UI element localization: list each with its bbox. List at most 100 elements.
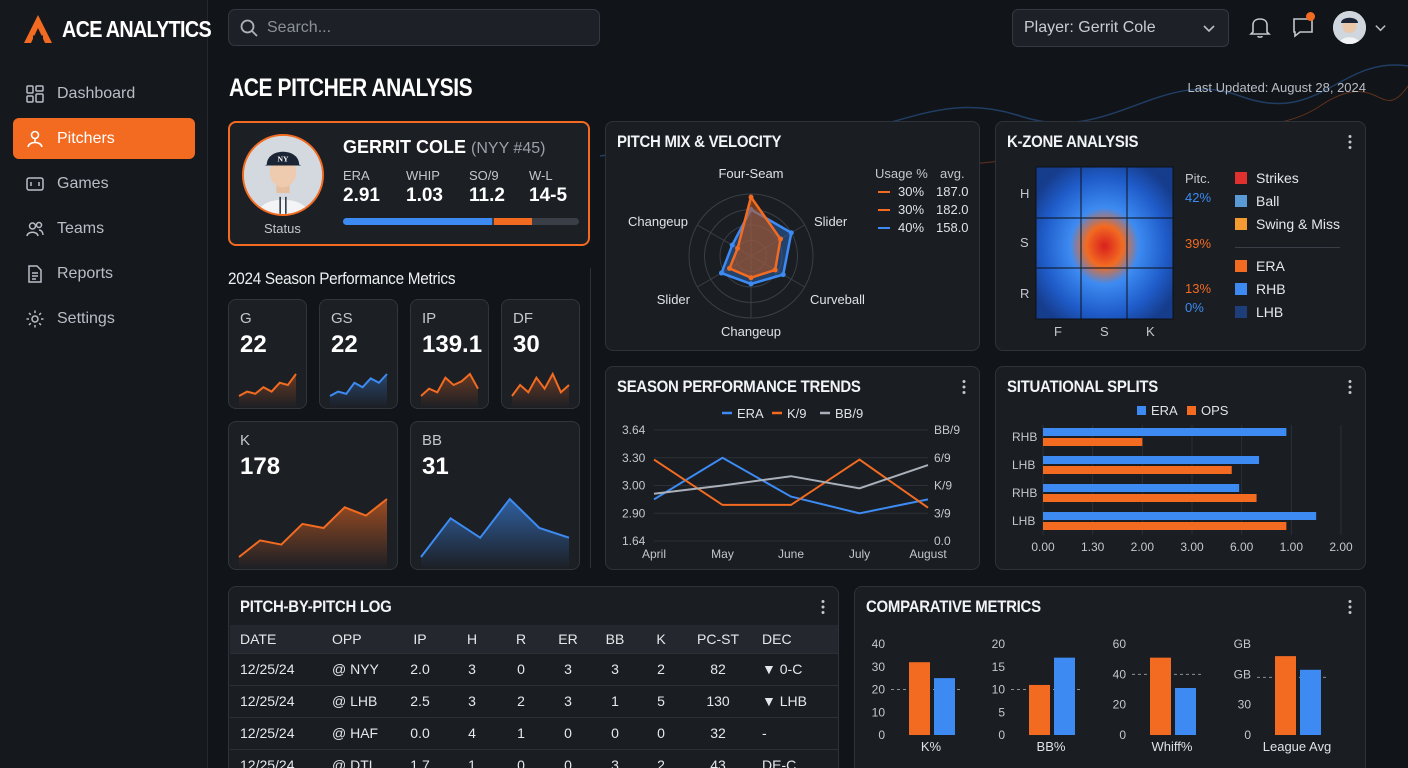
table-row[interactable]: 12/25/24 @ NYY 2.0 3 0 3 3 2 82 ▼ 0-C bbox=[230, 652, 838, 685]
stat-tile-k[interactable]: K 178 bbox=[228, 421, 398, 570]
table-cell: 5 bbox=[638, 684, 684, 717]
x-tick: 3.00 bbox=[1180, 540, 1204, 554]
heatmap-grid bbox=[1035, 166, 1174, 320]
table-cell: @ NYY bbox=[322, 652, 394, 685]
message-icon[interactable] bbox=[1290, 14, 1316, 40]
usage-value: 40% bbox=[898, 220, 925, 235]
sidebar-item-pitchers[interactable]: Pitchers bbox=[13, 118, 195, 159]
y-tick: 0 bbox=[1244, 728, 1251, 742]
table-cell: 82 bbox=[684, 652, 752, 685]
player-photo-icon: NY bbox=[244, 136, 322, 214]
stat-value: 14-5 bbox=[529, 185, 568, 206]
user-avatar[interactable] bbox=[1333, 11, 1366, 44]
column-header[interactable]: BB bbox=[592, 625, 638, 653]
radar-axis-label: Slider bbox=[657, 292, 691, 307]
chevron-down-icon[interactable] bbox=[1374, 21, 1387, 34]
y-tick: 0 bbox=[1119, 728, 1126, 742]
y-tick: LHB bbox=[1012, 458, 1035, 472]
x-tick: May bbox=[711, 547, 734, 561]
table-row[interactable]: 12/25/24 @ DTL 1.7 1 0 0 3 2 43 DE-C bbox=[230, 748, 838, 768]
column-header[interactable]: PC-ST bbox=[684, 625, 752, 653]
sidebar-item-reports[interactable]: Reports bbox=[13, 253, 195, 294]
search-bar bbox=[228, 9, 600, 46]
progress-fill-blue bbox=[343, 218, 492, 225]
table-cell: 0 bbox=[638, 716, 684, 749]
y-tick-left: 2.90 bbox=[622, 506, 646, 520]
player-stats: ERA 2.91 WHIP 1.03 SO/9 11.2 W-L 14-5 bbox=[343, 168, 589, 207]
y-tick-left: 3.00 bbox=[622, 479, 646, 493]
table-cell: 3 bbox=[592, 748, 638, 768]
kebab-menu-icon[interactable] bbox=[1347, 379, 1353, 395]
sidebar-item-dashboard[interactable]: Dashboard bbox=[13, 73, 195, 114]
column-header[interactable]: DEC bbox=[752, 625, 838, 653]
table-cell: 0 bbox=[544, 716, 592, 749]
table-cell: 0 bbox=[592, 716, 638, 749]
table-cell: 32 bbox=[684, 716, 752, 749]
x-label: League Avg bbox=[1263, 739, 1331, 754]
player-progress-bar bbox=[343, 218, 579, 225]
kebab-menu-icon[interactable] bbox=[1347, 134, 1353, 150]
radar-axis-label: Slider bbox=[814, 214, 848, 229]
column-header[interactable]: DATE bbox=[230, 625, 322, 653]
sparkline-line bbox=[420, 372, 479, 397]
sidebar-item-games[interactable]: Games bbox=[13, 163, 195, 204]
sparkline-area bbox=[421, 499, 569, 569]
legend-swatch bbox=[1235, 172, 1247, 184]
column-header[interactable]: H bbox=[446, 625, 498, 653]
y-tick-right: 3/9 bbox=[934, 506, 951, 520]
x-label: Whiff% bbox=[1152, 739, 1193, 754]
table-row[interactable]: 12/25/24 @ LHB 2.5 3 2 3 1 5 130 ▼ LHB bbox=[230, 684, 838, 717]
kebab-menu-icon[interactable] bbox=[1347, 599, 1353, 615]
kzone-row-label: S bbox=[1020, 235, 1029, 250]
legend-label: OPS bbox=[1201, 403, 1229, 418]
x-tick: 1.00 bbox=[1280, 540, 1304, 554]
y-tick: LHB bbox=[1012, 514, 1035, 528]
legend-label: ERA bbox=[1151, 403, 1178, 418]
tile-value: 30 bbox=[513, 331, 540, 358]
column-header[interactable]: K bbox=[638, 625, 684, 653]
stat-tile-gs[interactable]: GS 22 bbox=[319, 299, 398, 409]
table-cell: 2 bbox=[638, 748, 684, 768]
kebab-menu-icon[interactable] bbox=[820, 599, 826, 615]
pitch-mix-radar: Four-Seam Slider Curveball Changeup Slider Ch… bbox=[628, 166, 865, 339]
column-header[interactable]: IP bbox=[394, 625, 446, 653]
y-tick: 30 bbox=[1238, 698, 1252, 712]
table-cell: 130 bbox=[684, 684, 752, 717]
stat-tile-bb[interactable]: BB 31 bbox=[410, 421, 580, 570]
column-header[interactable]: ER bbox=[544, 625, 592, 653]
kzone-card: K-ZONE ANALYSIS H S R F S K Pitc. 42% 39% 13% 0% S… bbox=[995, 121, 1366, 351]
sparkline-area bbox=[512, 374, 569, 408]
player-select[interactable]: Player: Gerrit Cole bbox=[1012, 9, 1229, 47]
column-header[interactable]: OPP bbox=[322, 625, 394, 653]
search-input[interactable] bbox=[267, 18, 587, 37]
y-tick: 20 bbox=[872, 683, 886, 697]
stat-tile-g[interactable]: G 22 bbox=[228, 299, 307, 409]
sidebar-item-settings[interactable]: Settings bbox=[13, 298, 195, 339]
x-tick: 0.00 bbox=[1031, 540, 1055, 554]
stat-tile-ip[interactable]: IP 139.1 bbox=[410, 299, 489, 409]
kebab-menu-icon[interactable] bbox=[961, 379, 967, 395]
stat-tile-df[interactable]: DF 30 bbox=[501, 299, 580, 409]
comparative-card: COMPARATIVE METRICS 40 30 20 10 0 K% 20 15 10 5 0 B… bbox=[854, 586, 1366, 768]
kzone-side-value: 42% bbox=[1185, 190, 1212, 205]
column-header[interactable]: R bbox=[498, 625, 544, 653]
radar-point bbox=[772, 267, 778, 273]
x-tick: 2.00 bbox=[1131, 540, 1155, 554]
y-tick: 0 bbox=[878, 728, 885, 742]
stat-label: ERA bbox=[343, 168, 370, 183]
trends-line-chart: ERA K/9 BB/9 3.64 BB/9 3.30 6/9 3.00 K/9 2.90 3/9 1… bbox=[622, 406, 960, 561]
sidebar: ACE ANALYTICS Dashboard Pitchers Games T… bbox=[0, 0, 212, 768]
legend-label: Swing & Miss bbox=[1256, 216, 1341, 232]
table-row[interactable]: 12/25/24 @ HAF 0.0 4 1 0 0 0 32- bbox=[230, 716, 838, 749]
radar-point bbox=[729, 242, 735, 248]
brand-name: ACE ANALYTICS bbox=[62, 15, 212, 42]
search-icon bbox=[240, 19, 258, 37]
usage-value: 30% bbox=[898, 202, 925, 217]
kzone-col-label: K bbox=[1146, 324, 1155, 339]
player-card[interactable]: NY Status GERRIT COLE (NYY #45) ERA 2.91 … bbox=[228, 121, 590, 246]
sidebar-item-teams[interactable]: Teams bbox=[13, 208, 195, 249]
season-metrics-title: 2024 Season Performance Metrics bbox=[228, 269, 456, 288]
bell-icon[interactable] bbox=[1247, 14, 1273, 40]
notification-dot bbox=[1306, 12, 1315, 21]
brand-logo[interactable]: ACE ANALYTICS bbox=[22, 12, 235, 46]
